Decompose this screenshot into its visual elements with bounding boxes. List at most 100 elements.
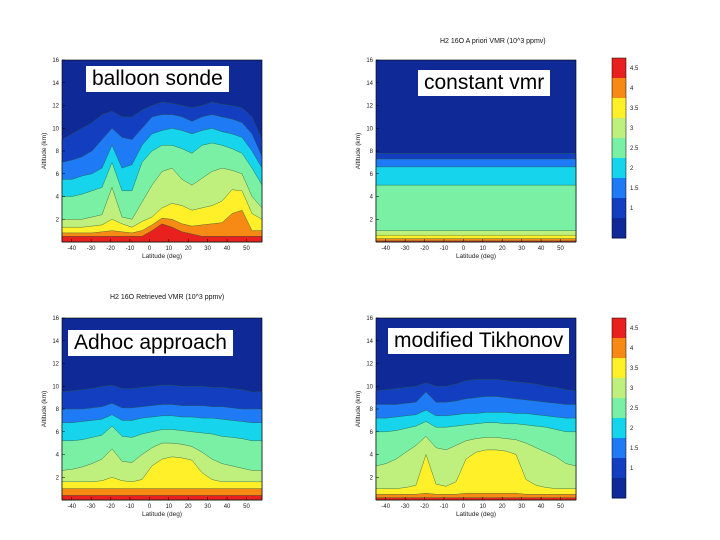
x-tick-label: 50 — [243, 246, 250, 252]
y-tick-label: 6 — [56, 172, 60, 178]
colorbar-tick-label: 4 — [630, 346, 634, 352]
x-tick-label: -40 — [381, 504, 390, 510]
colorbar-bottom: 4.5 4 3.5 3 2.5 2 1.5 1 — [610, 312, 660, 512]
y-tick-label: 12 — [366, 362, 373, 368]
contour-level-4.5 — [375, 497, 577, 501]
x-tick-label: -30 — [87, 504, 96, 510]
y-tick-label: 4 — [370, 453, 374, 459]
colorbar-swatch — [612, 418, 626, 439]
colorbar-tick-label: 2 — [630, 426, 634, 432]
colorbar-swatch — [612, 218, 626, 239]
colorbar-tick-label: 4 — [630, 86, 634, 92]
y-tick-label: 8 — [370, 407, 374, 413]
colorbar-swatch — [612, 58, 626, 79]
colorbar-swatch — [612, 318, 626, 339]
x-tick-label: 10 — [165, 246, 172, 252]
colorbar-swatch — [612, 118, 626, 139]
y-tick-label: 10 — [366, 126, 373, 132]
colorbar-scale: 4.5 4 3.5 3 2.5 2 1.5 1 — [611, 57, 639, 239]
x-tick-label: 30 — [204, 504, 211, 510]
x-tick-label: -30 — [401, 246, 410, 252]
x-tick-label: -40 — [67, 504, 76, 510]
y-tick-label: 4 — [56, 453, 60, 459]
colorbar-tick-label: 3.5 — [630, 106, 639, 112]
x-tick-label: -10 — [440, 504, 449, 510]
colorbar-top: 4.5 4 3.5 3 2.5 2 1.5 1 — [610, 52, 660, 252]
y-tick-label: 4 — [56, 195, 60, 201]
panel-label: balloon sonde — [86, 66, 229, 92]
y-tick-label: 16 — [52, 58, 59, 64]
colorbar-tick-label: 1 — [630, 466, 634, 472]
colorbar-tick-label: 3.5 — [630, 366, 639, 372]
colorbar-swatch — [612, 78, 626, 99]
x-tick-label: 40 — [224, 246, 231, 252]
y-tick-label: 14 — [366, 339, 373, 345]
x-tick-label: -30 — [87, 246, 96, 252]
contour-level-4.5 — [61, 495, 263, 501]
y-tick-label: 14 — [52, 81, 59, 87]
colorbar-tick-label: 4.5 — [630, 326, 639, 332]
colorbar-tick-label: 2 — [630, 166, 634, 172]
x-tick-label: 40 — [538, 504, 545, 510]
colorbar-tick-label: 1.5 — [630, 446, 639, 452]
y-tick-label: 16 — [52, 316, 59, 322]
x-tick-label: 20 — [499, 246, 506, 252]
colorbar-tick-label: 2.5 — [630, 146, 639, 152]
plot-title: H2 16O Retrieved VMR (10^3 ppmv) — [110, 294, 225, 301]
y-axis-label: Altitude (km) — [41, 133, 48, 169]
y-tick-label: 14 — [366, 81, 373, 87]
contour-plot-modified-tikhonov: -40 -30 -20 -10 0 10 20 30 40 50 2 4 6 8 10 12 14 16 Latit… — [355, 316, 577, 518]
x-tick-label: -10 — [126, 246, 135, 252]
colorbar-swatch — [612, 138, 626, 159]
y-tick-label: 2 — [370, 475, 374, 481]
x-tick-label: 50 — [557, 504, 564, 510]
contour-level-3.5 — [375, 449, 577, 501]
panel-adhoc-approach: -40 -30 -20 -10 0 10 20 30 40 50 2 4 6 8 10 12 14 16 Latit… — [38, 294, 278, 533]
y-tick-label: 16 — [366, 58, 373, 64]
x-axis-label: Latitude (deg) — [142, 511, 182, 518]
y-tick-label: 10 — [366, 384, 373, 390]
x-tick-label: 30 — [518, 246, 525, 252]
contour-plot-constant-vmr: -40 -30 -20 -10 0 10 20 30 40 50 2 4 6 8 10 12 14 16 Latit… — [355, 58, 577, 260]
x-tick-label: 0 — [148, 504, 152, 510]
x-tick-label: 10 — [165, 504, 172, 510]
x-axis-label: Latitude (deg) — [456, 511, 496, 518]
colorbar-tick-label: 1 — [630, 206, 634, 212]
y-tick-label: 16 — [366, 316, 373, 322]
colorbar-swatch — [612, 478, 626, 499]
x-tick-label: -40 — [381, 246, 390, 252]
y-tick-label: 8 — [56, 149, 60, 155]
y-tick-label: 8 — [56, 407, 60, 413]
y-tick-label: 12 — [52, 362, 59, 368]
y-axis-label: Altitude (km) — [355, 133, 362, 169]
colorbar-swatch — [612, 158, 626, 179]
x-tick-label: 50 — [243, 504, 250, 510]
colorbar-tick-label: 3 — [630, 386, 634, 392]
panel-modified-tikhonov: -40 -30 -20 -10 0 10 20 30 40 50 2 4 6 8 10 12 14 16 Latit… — [352, 308, 592, 533]
x-tick-label: 20 — [185, 504, 192, 510]
x-tick-label: -20 — [420, 246, 429, 252]
x-tick-label: 0 — [148, 246, 152, 252]
x-tick-label: 40 — [224, 504, 231, 510]
x-tick-label: -10 — [440, 246, 449, 252]
y-tick-label: 10 — [52, 126, 59, 132]
x-tick-label: 30 — [204, 246, 211, 252]
y-tick-label: 6 — [56, 430, 60, 436]
x-tick-label: 40 — [538, 246, 545, 252]
colorbar-tick-label: 1.5 — [630, 186, 639, 192]
colorbar-swatch — [612, 198, 626, 219]
x-tick-label: 0 — [462, 504, 466, 510]
panel-constant-vmr: -40 -30 -20 -10 0 10 20 30 40 50 2 4 6 8 10 12 14 16 Latit… — [352, 38, 592, 275]
colorbar-swatch — [612, 178, 626, 199]
x-axis-label: Latitude (deg) — [142, 253, 182, 260]
x-tick-label: 50 — [557, 246, 564, 252]
x-tick-label: -30 — [401, 504, 410, 510]
y-tick-label: 2 — [56, 217, 60, 223]
colorbar-swatch — [612, 458, 626, 479]
x-tick-label: -10 — [126, 504, 135, 510]
panel-label: constant vmr — [418, 70, 551, 96]
x-tick-label: -20 — [106, 246, 115, 252]
colorbar-swatch — [612, 338, 626, 359]
colorbar-swatch — [612, 358, 626, 379]
x-tick-label: -40 — [67, 246, 76, 252]
